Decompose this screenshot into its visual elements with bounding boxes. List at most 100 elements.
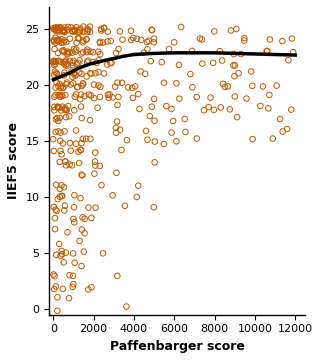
Point xyxy=(66,24,71,30)
Point xyxy=(109,60,114,66)
Point xyxy=(179,24,184,30)
Point xyxy=(52,215,58,221)
Point xyxy=(79,227,84,233)
Point xyxy=(64,80,69,85)
Point xyxy=(120,80,125,86)
Point xyxy=(152,118,157,123)
Point xyxy=(59,108,64,113)
Point xyxy=(56,104,61,110)
Point xyxy=(234,26,239,32)
Point xyxy=(51,272,56,278)
Point xyxy=(61,72,67,78)
Point xyxy=(52,62,57,68)
Point xyxy=(145,137,150,143)
Point xyxy=(61,260,66,265)
Point xyxy=(57,194,62,200)
Point xyxy=(59,183,64,188)
Point xyxy=(63,63,68,68)
Point xyxy=(149,27,155,33)
Point xyxy=(139,37,144,43)
Point xyxy=(67,295,72,301)
X-axis label: Paffenbarger score: Paffenbarger score xyxy=(110,340,245,353)
Point xyxy=(152,159,157,165)
Point xyxy=(97,39,102,45)
Point xyxy=(53,284,59,289)
Point xyxy=(52,107,57,113)
Point xyxy=(53,207,58,213)
Point xyxy=(57,241,62,247)
Point xyxy=(174,80,179,86)
Point xyxy=(265,48,270,54)
Point xyxy=(55,104,60,110)
Point xyxy=(171,118,176,124)
Point xyxy=(71,80,76,86)
Point xyxy=(51,37,56,43)
Point xyxy=(227,107,232,112)
Point xyxy=(70,273,76,279)
Point xyxy=(55,308,60,314)
Point xyxy=(59,248,64,254)
Point xyxy=(62,129,67,134)
Point xyxy=(51,136,56,142)
Point xyxy=(72,94,77,100)
Point xyxy=(50,59,55,65)
Point xyxy=(220,58,225,63)
Point xyxy=(99,26,104,32)
Point xyxy=(120,37,125,42)
Point xyxy=(91,59,96,65)
Point xyxy=(211,107,216,113)
Point xyxy=(58,148,63,154)
Point xyxy=(52,72,57,78)
Point xyxy=(72,219,77,225)
Point xyxy=(151,204,156,210)
Point xyxy=(60,193,65,199)
Point xyxy=(65,229,70,235)
Point xyxy=(81,24,86,30)
Point xyxy=(60,48,65,54)
Point xyxy=(249,69,254,75)
Point xyxy=(58,92,63,98)
Point xyxy=(79,140,84,146)
Point xyxy=(81,82,86,87)
Point xyxy=(136,91,141,97)
Point xyxy=(54,252,59,258)
Point xyxy=(53,24,58,30)
Point xyxy=(119,147,124,153)
Point xyxy=(56,27,61,33)
Point xyxy=(124,138,130,143)
Point xyxy=(149,27,154,33)
Point xyxy=(54,27,60,33)
Point xyxy=(197,36,203,41)
Point xyxy=(57,38,62,44)
Point xyxy=(52,46,57,52)
Point xyxy=(52,59,58,65)
Point xyxy=(77,29,82,35)
Point xyxy=(100,251,106,256)
Point xyxy=(69,69,74,75)
Point xyxy=(133,84,138,89)
Point xyxy=(101,26,107,31)
Point xyxy=(53,92,58,98)
Point xyxy=(105,29,110,35)
Point xyxy=(58,94,63,100)
Point xyxy=(72,192,77,198)
Point xyxy=(134,36,140,42)
Point xyxy=(211,60,216,66)
Point xyxy=(96,57,101,63)
Point xyxy=(70,50,75,55)
Point xyxy=(61,27,67,33)
Point xyxy=(54,115,60,121)
Point xyxy=(52,39,57,44)
Point xyxy=(58,253,63,259)
Point xyxy=(274,83,279,89)
Point xyxy=(54,25,59,31)
Point xyxy=(250,83,255,89)
Point xyxy=(206,104,211,110)
Point xyxy=(116,94,121,100)
Point xyxy=(61,28,66,34)
Point xyxy=(73,49,78,55)
Point xyxy=(92,159,98,165)
Point xyxy=(68,148,73,154)
Point xyxy=(177,96,182,102)
Point xyxy=(56,37,61,42)
